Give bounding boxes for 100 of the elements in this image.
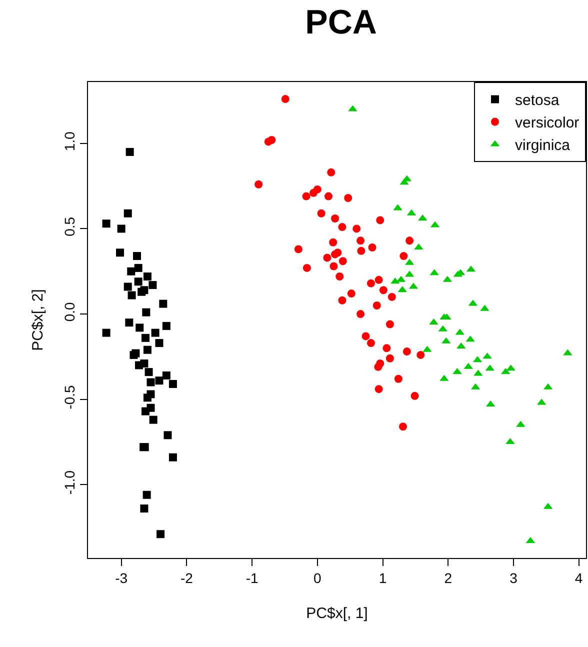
point xyxy=(294,245,302,254)
point xyxy=(143,272,152,280)
point xyxy=(331,214,340,222)
legend-label: setosa xyxy=(515,92,560,110)
x-tick-label: 4 xyxy=(574,570,583,586)
point xyxy=(254,180,263,188)
point xyxy=(366,279,375,288)
point xyxy=(376,216,384,224)
x-tick-label: 0 xyxy=(313,570,322,586)
point xyxy=(124,282,132,291)
point xyxy=(374,385,383,394)
point xyxy=(144,368,153,376)
point xyxy=(133,252,142,260)
point xyxy=(327,168,336,176)
point xyxy=(410,392,419,400)
y-tick-label: 1.0 xyxy=(61,131,78,152)
point xyxy=(142,407,150,416)
chart-title: PCA xyxy=(305,4,377,42)
point xyxy=(149,416,158,424)
point xyxy=(338,296,346,304)
point xyxy=(143,394,152,402)
point xyxy=(164,431,172,440)
point xyxy=(143,346,152,354)
point xyxy=(156,530,165,538)
point xyxy=(102,220,110,228)
y-tick-label: 0.5 xyxy=(61,216,78,236)
point xyxy=(134,278,142,286)
point xyxy=(323,254,332,262)
point xyxy=(416,350,425,359)
point xyxy=(338,223,346,232)
point xyxy=(317,209,326,218)
point xyxy=(142,490,151,499)
x-tick-label: 3 xyxy=(510,570,518,586)
y-axis-title: PC$x[, 2] xyxy=(30,289,47,351)
y-tick-label: 0.0 xyxy=(61,302,78,322)
point xyxy=(102,328,110,337)
point xyxy=(336,272,344,280)
point xyxy=(142,308,150,316)
point xyxy=(117,224,126,233)
x-tick-label: -2 xyxy=(180,570,194,586)
point xyxy=(362,332,370,340)
point xyxy=(352,224,361,233)
x-tick-label: 1 xyxy=(378,570,387,586)
point xyxy=(324,192,332,200)
point xyxy=(134,264,142,272)
point xyxy=(386,320,394,328)
point xyxy=(124,209,132,218)
point xyxy=(125,318,134,327)
point xyxy=(136,324,144,332)
point xyxy=(168,453,177,462)
point xyxy=(366,339,375,348)
y-tick-label: -0.5 xyxy=(61,384,78,410)
point xyxy=(330,262,338,270)
point xyxy=(344,194,352,202)
point xyxy=(155,339,164,348)
point xyxy=(302,264,311,272)
point xyxy=(168,380,177,388)
point xyxy=(388,292,396,301)
point xyxy=(151,328,160,337)
point xyxy=(329,238,338,246)
point xyxy=(148,281,157,290)
point xyxy=(399,422,408,431)
point xyxy=(313,185,322,194)
point xyxy=(128,291,136,300)
point xyxy=(268,136,276,144)
point xyxy=(140,360,148,368)
point xyxy=(368,243,376,252)
point xyxy=(347,290,356,298)
x-tick-label: 2 xyxy=(444,570,452,586)
legend-label: virginica xyxy=(515,137,571,154)
x-tick-label: -1 xyxy=(246,570,258,586)
point xyxy=(374,276,383,284)
point xyxy=(142,334,150,342)
point xyxy=(162,322,170,330)
x-axis-title: PC$x[, 1] xyxy=(306,604,368,622)
point xyxy=(376,360,384,368)
point xyxy=(338,257,347,266)
point xyxy=(138,288,146,296)
point xyxy=(356,236,365,245)
point xyxy=(379,286,388,294)
point xyxy=(127,267,136,276)
point xyxy=(406,236,414,245)
point xyxy=(126,148,134,156)
y-tick-label: -1.0 xyxy=(61,470,78,495)
point xyxy=(159,300,168,308)
x-tick-label: -3 xyxy=(115,570,128,586)
point xyxy=(331,250,340,258)
point xyxy=(382,344,391,352)
point xyxy=(400,252,408,260)
point xyxy=(146,378,155,386)
point xyxy=(356,310,365,318)
point xyxy=(402,348,411,356)
point xyxy=(162,371,170,380)
point xyxy=(302,192,310,200)
point xyxy=(116,248,124,257)
point xyxy=(155,376,164,385)
point xyxy=(386,354,394,362)
point xyxy=(281,95,290,104)
point xyxy=(357,246,366,255)
point xyxy=(372,302,381,310)
